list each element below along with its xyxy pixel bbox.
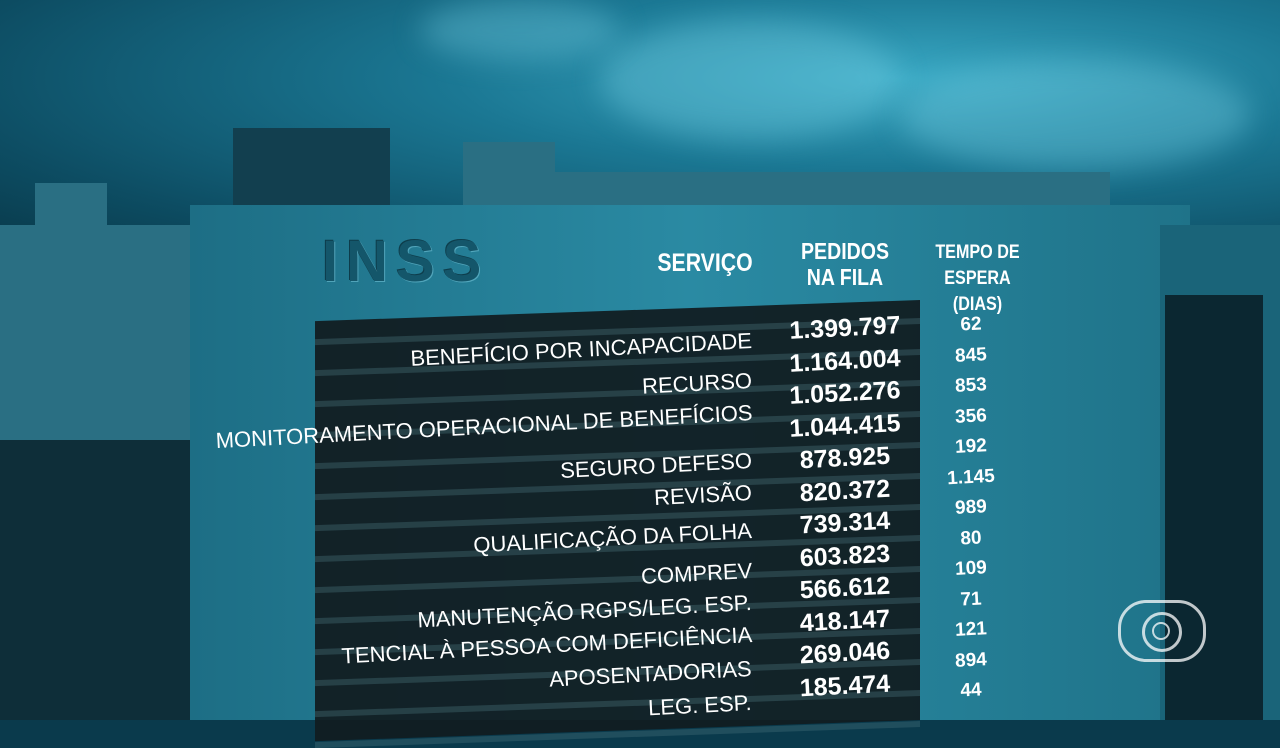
header-queue-line2: NA FILA <box>806 264 884 290</box>
globo-logo-icon <box>1118 600 1206 662</box>
wait-days: 1.145 <box>946 465 996 489</box>
wait-days: 845 <box>954 343 988 367</box>
wait-days: 853 <box>954 374 988 397</box>
cloud <box>600 20 900 140</box>
panel-stripe <box>315 721 920 748</box>
wait-days: 71 <box>959 587 983 611</box>
service-name: LEG. ESP. <box>647 690 753 721</box>
header-wait-line2: (DIAS) <box>952 294 1003 315</box>
header-service: SERVIÇO <box>657 249 753 277</box>
wait-days: 121 <box>954 618 988 641</box>
wait-days: 894 <box>954 648 988 672</box>
left-building-top <box>35 183 107 233</box>
wait-days: 44 <box>959 679 983 702</box>
wait-days: 989 <box>954 496 988 519</box>
header-queue: PEDIDOS NA FILA <box>786 238 905 290</box>
wait-days: 62 <box>959 313 983 336</box>
service-name: REVISÃO <box>653 480 753 511</box>
header-queue-line1: PEDIDOS <box>800 238 890 264</box>
building-sign: INSS <box>322 229 490 294</box>
left-building <box>0 225 195 455</box>
wait-days: 80 <box>959 526 983 550</box>
background-building <box>463 142 555 212</box>
wait-days: 109 <box>954 557 988 580</box>
wait-days: 192 <box>954 435 988 458</box>
wait-days: 356 <box>954 404 988 428</box>
cloud <box>420 0 620 60</box>
header-wait: TEMPO DE ESPERA (DIAS) <box>903 240 1052 318</box>
cloud <box>900 60 1250 170</box>
header-wait-line1: TEMPO DE ESPERA <box>935 242 1020 289</box>
